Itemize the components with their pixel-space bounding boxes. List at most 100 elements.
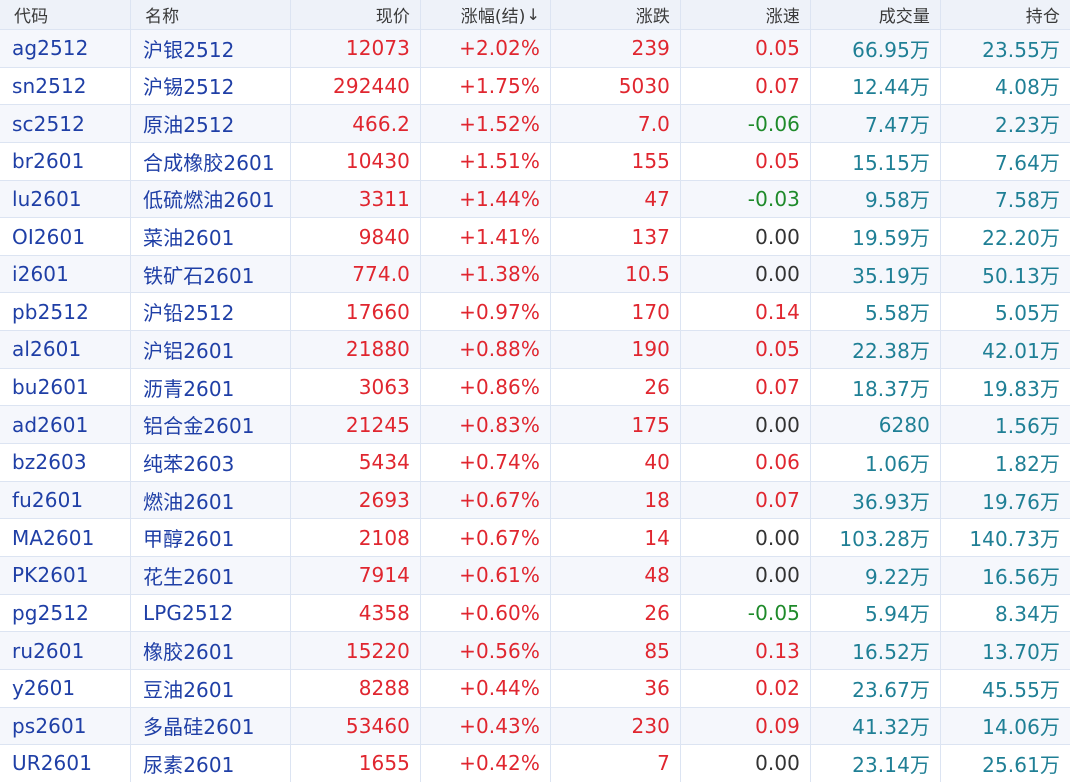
- cell-change: 5030: [550, 66, 680, 105]
- cell-price: 21880: [290, 330, 420, 368]
- cell-position: 19.83万: [940, 367, 1070, 406]
- cell-name: 铁矿石2601: [130, 254, 290, 293]
- cell-change-pct: +0.60%: [420, 593, 550, 632]
- cell-position: 50.13万: [940, 254, 1070, 293]
- header-name[interactable]: 名称: [130, 0, 290, 29]
- cell-price: 21245: [290, 405, 420, 444]
- cell-volume: 18.37万: [810, 367, 940, 406]
- cell-position: 45.55万: [940, 668, 1070, 707]
- cell-speed: 0.00: [680, 217, 810, 255]
- cell-change-pct: +1.52%: [420, 104, 550, 142]
- cell-change: 18: [550, 480, 680, 519]
- cell-change-pct: +1.44%: [420, 179, 550, 218]
- cell-code: sn2512: [0, 66, 130, 105]
- header-change[interactable]: 涨跌: [550, 0, 680, 29]
- cell-price: 774.0: [290, 254, 420, 293]
- cell-price: 8288: [290, 668, 420, 707]
- cell-change-pct: +0.88%: [420, 330, 550, 368]
- cell-change-pct: +0.67%: [420, 480, 550, 519]
- cell-name: 纯苯2603: [130, 443, 290, 481]
- header-price[interactable]: 现价: [290, 0, 420, 29]
- cell-change: 26: [550, 593, 680, 632]
- cell-name: 多晶硅2601: [130, 706, 290, 745]
- cell-price: 5434: [290, 443, 420, 481]
- cell-code: br2601: [0, 141, 130, 180]
- cell-volume: 35.19万: [810, 254, 940, 293]
- header-code[interactable]: 代码: [0, 0, 130, 29]
- header-position[interactable]: 持仓: [940, 0, 1070, 29]
- cell-speed: 0.00: [680, 518, 810, 556]
- cell-name: 沪铅2512: [130, 292, 290, 331]
- cell-price: 4358: [290, 593, 420, 632]
- cell-speed: -0.06: [680, 104, 810, 142]
- cell-price: 3311: [290, 179, 420, 218]
- cell-speed: 0.00: [680, 744, 810, 782]
- cell-code: OI2601: [0, 217, 130, 255]
- header-volume[interactable]: 成交量: [810, 0, 940, 29]
- cell-name: 合成橡胶2601: [130, 141, 290, 180]
- cell-volume: 9.22万: [810, 555, 940, 594]
- cell-name: 尿素2601: [130, 744, 290, 782]
- cell-volume: 9.58万: [810, 179, 940, 218]
- cell-speed: 0.00: [680, 405, 810, 444]
- cell-name: 原油2512: [130, 104, 290, 142]
- cell-volume: 15.15万: [810, 141, 940, 180]
- cell-change-pct: +2.02%: [420, 29, 550, 67]
- cell-speed: 0.05: [680, 330, 810, 368]
- cell-position: 19.76万: [940, 480, 1070, 519]
- cell-position: 8.34万: [940, 593, 1070, 632]
- cell-code: i2601: [0, 254, 130, 293]
- cell-volume: 6280: [810, 405, 940, 444]
- cell-position: 25.61万: [940, 744, 1070, 782]
- cell-speed: 0.06: [680, 443, 810, 481]
- cell-code: UR2601: [0, 744, 130, 782]
- cell-position: 4.08万: [940, 66, 1070, 105]
- cell-position: 22.20万: [940, 217, 1070, 255]
- cell-code: MA2601: [0, 518, 130, 556]
- cell-volume: 41.32万: [810, 706, 940, 745]
- cell-code: sc2512: [0, 104, 130, 142]
- cell-price: 2108: [290, 518, 420, 556]
- cell-speed: 0.07: [680, 367, 810, 406]
- cell-name: 橡胶2601: [130, 631, 290, 669]
- cell-price: 9840: [290, 217, 420, 255]
- cell-price: 466.2: [290, 104, 420, 142]
- cell-name: 沪铝2601: [130, 330, 290, 368]
- cell-change: 7: [550, 744, 680, 782]
- cell-change-pct: +0.74%: [420, 443, 550, 481]
- cell-change-pct: +1.75%: [420, 66, 550, 105]
- cell-change: 239: [550, 29, 680, 67]
- cell-code: bz2603: [0, 443, 130, 481]
- cell-position: 14.06万: [940, 706, 1070, 745]
- cell-change: 26: [550, 367, 680, 406]
- cell-change: 10.5: [550, 254, 680, 293]
- header-change-pct[interactable]: 涨幅(结) ↓: [420, 0, 550, 29]
- cell-volume: 19.59万: [810, 217, 940, 255]
- cell-name: 沥青2601: [130, 367, 290, 406]
- cell-name: 花生2601: [130, 555, 290, 594]
- cell-volume: 23.67万: [810, 668, 940, 707]
- cell-change: 175: [550, 405, 680, 444]
- cell-price: 53460: [290, 706, 420, 745]
- cell-speed: 0.07: [680, 66, 810, 105]
- cell-code: y2601: [0, 668, 130, 707]
- cell-name: 豆油2601: [130, 668, 290, 707]
- cell-name: 菜油2601: [130, 217, 290, 255]
- cell-price: 17660: [290, 292, 420, 331]
- header-speed[interactable]: 涨速: [680, 0, 810, 29]
- cell-volume: 22.38万: [810, 330, 940, 368]
- cell-price: 15220: [290, 631, 420, 669]
- cell-name: 甲醇2601: [130, 518, 290, 556]
- cell-speed: -0.03: [680, 179, 810, 218]
- cell-speed: 0.14: [680, 292, 810, 331]
- cell-code: pg2512: [0, 593, 130, 632]
- cell-price: 292440: [290, 66, 420, 105]
- cell-change-pct: +0.42%: [420, 744, 550, 782]
- cell-volume: 16.52万: [810, 631, 940, 669]
- cell-change-pct: +1.41%: [420, 217, 550, 255]
- cell-change-pct: +0.61%: [420, 555, 550, 594]
- cell-code: fu2601: [0, 480, 130, 519]
- cell-change-pct: +0.97%: [420, 292, 550, 331]
- cell-volume: 12.44万: [810, 66, 940, 105]
- cell-code: lu2601: [0, 179, 130, 218]
